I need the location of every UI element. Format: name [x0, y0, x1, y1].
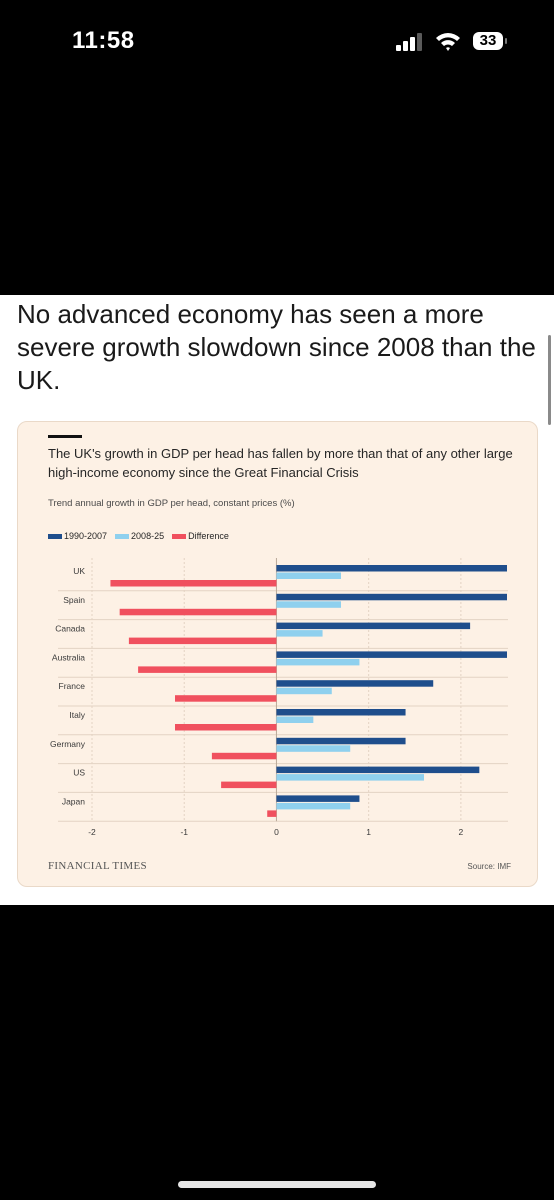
bar-uk-1990-2007: [276, 565, 507, 572]
y-tick-label: UK: [73, 566, 85, 576]
ft-logo: FINANCIAL TIMES: [48, 860, 147, 872]
legend-swatch: [115, 533, 130, 539]
bar-germany-2008-25: [276, 745, 351, 752]
chart-legend: 1990-2007 2008-25 Difference: [48, 531, 233, 541]
chart-source: Source: IMF: [467, 862, 511, 871]
legend-item-difference: Difference: [172, 531, 229, 541]
legend-label: 2008-25: [131, 531, 165, 541]
bar-spain-2008-25: [276, 601, 341, 608]
legend-swatch: [48, 533, 62, 539]
bar-canada-2008-25: [276, 630, 323, 637]
y-tick-label: Canada: [55, 624, 85, 634]
x-tick-label: 0: [274, 827, 279, 837]
bar-germany-difference: [211, 752, 277, 760]
y-tick-label: France: [59, 681, 86, 691]
post-headline: No advanced economy has seen a more seve…: [17, 299, 536, 395]
scrollbar[interactable]: [548, 335, 551, 425]
y-tick-label: Germany: [50, 739, 86, 749]
chart-card[interactable]: The UK's growth in GDP per head has fall…: [17, 421, 538, 887]
bar-japan-difference: [267, 810, 277, 817]
chart-subtitle: Trend annual growth in GDP per head, con…: [48, 498, 295, 509]
bar-italy-2008-25: [276, 716, 314, 723]
home-indicator[interactable]: [178, 1181, 376, 1188]
bar-australia-difference: [138, 666, 277, 673]
legend-item-2008-25: 2008-25: [115, 531, 164, 541]
bar-uk-difference: [110, 580, 277, 587]
x-tick-label: -2: [88, 827, 96, 837]
legend-label: 1990-2007: [64, 531, 108, 541]
battery-cap: [505, 38, 507, 44]
bar-us-2008-25: [276, 774, 424, 781]
bar-germany-1990-2007: [276, 737, 406, 745]
bar-japan-2008-25: [276, 802, 351, 810]
y-tick-label: Italy: [69, 710, 85, 720]
bar-us-1990-2007: [276, 766, 480, 774]
bar-us-difference: [221, 781, 277, 789]
wifi-icon: [436, 33, 460, 51]
y-tick-label: US: [73, 768, 85, 778]
bar-canada-1990-2007: [276, 622, 471, 630]
legend-swatch: [172, 533, 187, 539]
post-content: No advanced economy has seen a more seve…: [0, 295, 554, 905]
x-tick-label: -1: [180, 827, 188, 837]
bar-spain-difference: [119, 608, 277, 616]
status-bar: 11:58 33: [0, 0, 554, 90]
chart-title: The UK's growth in GDP per head has fall…: [48, 446, 513, 480]
y-tick-label: Australia: [52, 652, 85, 662]
bar-italy-1990-2007: [276, 709, 406, 716]
battery-icon: 33: [473, 32, 503, 50]
x-tick-label: 1: [366, 827, 371, 837]
bar-australia-2008-25: [276, 658, 360, 666]
bar-chart: UK Spain Canada Australia France Italy Germany…: [50, 558, 508, 837]
bar-france-difference: [175, 695, 277, 702]
legend-label: Difference: [188, 531, 229, 541]
bar-italy-difference: [175, 724, 277, 731]
bar-canada-difference: [128, 637, 277, 645]
y-tick-label: Japan: [62, 796, 85, 806]
bar-japan-1990-2007: [276, 795, 360, 802]
bar-australia-1990-2007: [276, 651, 507, 658]
bar-uk-2008-25: [276, 572, 341, 579]
title-rule: [48, 435, 82, 438]
cellular-signal-icon: [396, 31, 426, 51]
bar-france-2008-25: [276, 687, 332, 695]
clock-time: 11:58: [72, 27, 135, 54]
x-tick-label: 2: [459, 827, 464, 837]
legend-item-1990-2007: 1990-2007: [48, 531, 107, 541]
y-tick-label: Spain: [63, 595, 85, 605]
bar-france-1990-2007: [276, 680, 434, 687]
bar-spain-1990-2007: [276, 593, 507, 601]
